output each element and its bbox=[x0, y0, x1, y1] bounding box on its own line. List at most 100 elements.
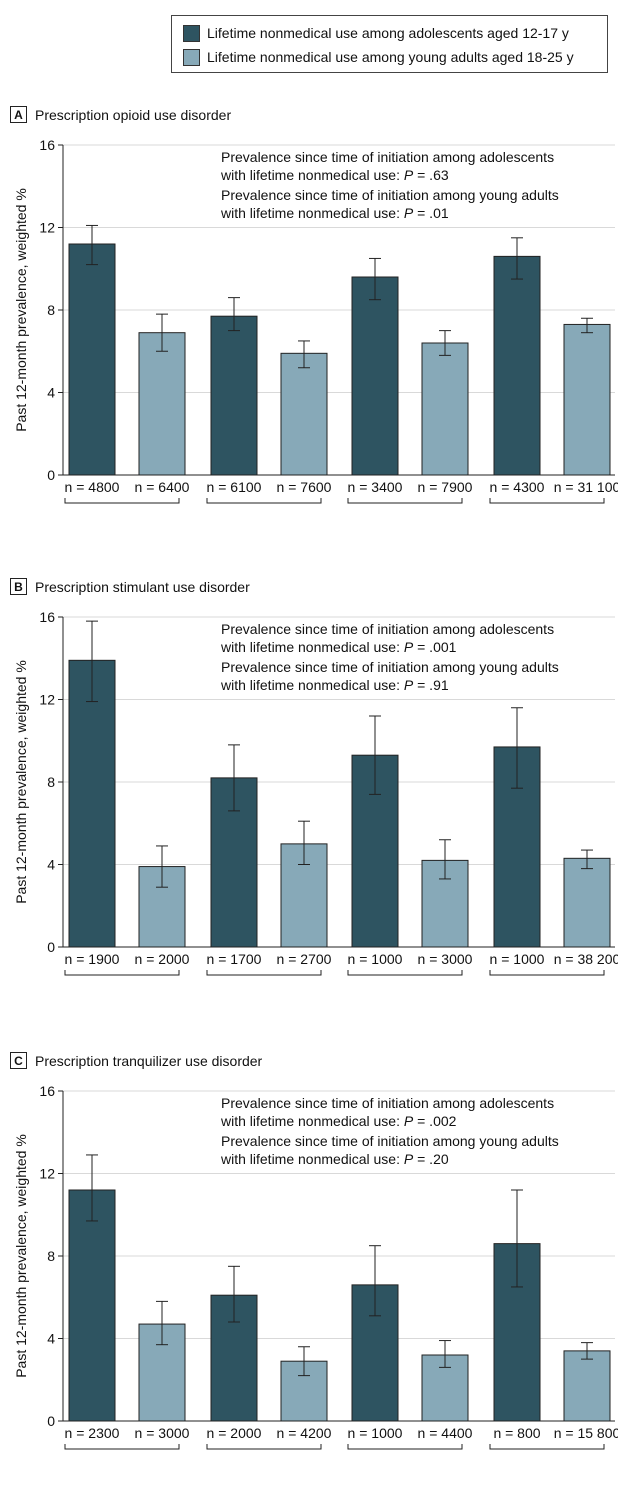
sample-size-label: n = 6400 bbox=[135, 479, 190, 495]
annotation-p-number: = .91 bbox=[413, 677, 449, 693]
group-label: ≤12 mo bbox=[99, 980, 146, 982]
sample-size-label: n = 4300 bbox=[490, 479, 545, 495]
group-label: ≤12 mo bbox=[99, 508, 146, 510]
group-bracket bbox=[206, 970, 322, 976]
annotation-p-value: with lifetime nonmedical use: P = .63 bbox=[220, 167, 449, 183]
chart-panel-b: 0 4 8 12 16 Past 12-month prevalence, weighte… bbox=[13, 609, 618, 982]
annotation-p-symbol: P bbox=[404, 205, 414, 221]
annotation-p-symbol: P bbox=[404, 639, 414, 655]
panel-a-title-text: Prescription opioid use disorder bbox=[35, 106, 232, 123]
legend-swatch-young-adults bbox=[183, 48, 200, 66]
y-axis-label: Past 12-month prevalence, weighted % bbox=[13, 188, 29, 432]
annotation-p-number: = .20 bbox=[413, 1151, 449, 1167]
bar bbox=[563, 1350, 611, 1422]
group-label: 12-24 mo bbox=[234, 508, 293, 510]
annotation-prefix: with lifetime nonmedical use: bbox=[220, 1113, 404, 1129]
legend-item-young-adults: Lifetime nonmedical use among young adul… bbox=[183, 47, 574, 67]
bar bbox=[68, 1189, 116, 1422]
y-tick-label: 12 bbox=[39, 1166, 55, 1182]
y-tick-label: 4 bbox=[47, 857, 55, 873]
bar bbox=[493, 255, 541, 476]
legend-label-adolescents: Lifetime nonmedical use among adolescent… bbox=[207, 25, 569, 41]
sample-size-label: n = 800 bbox=[493, 1425, 540, 1441]
group-bracket bbox=[64, 498, 180, 504]
group-bracket bbox=[206, 498, 322, 504]
bar bbox=[68, 243, 116, 476]
annotation-p-symbol: P bbox=[404, 167, 414, 183]
bar bbox=[351, 276, 399, 476]
chart-panel-c: 0 4 8 12 16 Past 12-month prevalence, weighte… bbox=[13, 1083, 618, 1456]
sample-size-label: n = 7900 bbox=[418, 479, 473, 495]
panel-a-letter: A bbox=[10, 106, 27, 123]
sample-size-label: n = 6100 bbox=[207, 479, 262, 495]
y-tick-label: 8 bbox=[47, 302, 55, 318]
annotation-p-number: = .001 bbox=[413, 639, 456, 655]
annotation-prefix: with lifetime nonmedical use: bbox=[220, 1151, 404, 1167]
sample-size-label: n = 3000 bbox=[418, 951, 473, 967]
group-bracket bbox=[347, 1444, 463, 1450]
chart-panel-a: 0 4 8 12 16 Past 12-month prevalence, weighte… bbox=[13, 137, 618, 510]
group-label: >36 mo bbox=[523, 980, 570, 982]
annotation-p-symbol: P bbox=[404, 677, 414, 693]
group-bracket bbox=[64, 970, 180, 976]
annotation-line: Prevalence since time of initiation amon… bbox=[221, 1095, 554, 1111]
legend-swatch-adolescents bbox=[183, 24, 200, 42]
annotation-p-value: with lifetime nonmedical use: P = .001 bbox=[220, 639, 457, 655]
bar bbox=[421, 342, 469, 476]
annotation-line: Prevalence since time of initiation amon… bbox=[221, 659, 559, 675]
bar bbox=[68, 659, 116, 948]
sample-size-label: n = 1000 bbox=[348, 1425, 403, 1441]
panel-b-title-text: Prescription stimulant use disorder bbox=[35, 578, 250, 595]
y-tick-label: 0 bbox=[47, 467, 55, 483]
sample-size-label: n = 2000 bbox=[207, 1425, 262, 1441]
annotation-line: Prevalence since time of initiation amon… bbox=[221, 1133, 559, 1149]
annotation-p-value: with lifetime nonmedical use: P = .91 bbox=[220, 677, 449, 693]
y-tick-label: 8 bbox=[47, 774, 55, 790]
annotation-line: Prevalence since time of initiation amon… bbox=[221, 149, 554, 165]
y-tick-label: 4 bbox=[47, 385, 55, 401]
sample-size-label: n = 15 800 bbox=[554, 1425, 618, 1441]
sample-size-label: n = 1900 bbox=[65, 951, 120, 967]
bar bbox=[138, 332, 186, 476]
group-bracket bbox=[489, 498, 605, 504]
sample-size-label: n = 3400 bbox=[348, 479, 403, 495]
legend-label-young-adults: Lifetime nonmedical use among young adul… bbox=[207, 49, 574, 65]
group-label: 24-36 mo bbox=[375, 508, 434, 510]
annotation-prefix: with lifetime nonmedical use: bbox=[220, 205, 404, 221]
sample-size-label: n = 1000 bbox=[490, 951, 545, 967]
group-label: 24-36 mo bbox=[375, 1454, 434, 1456]
bar bbox=[210, 315, 258, 476]
group-label: 12-24 mo bbox=[234, 1454, 293, 1456]
annotation-prefix: with lifetime nonmedical use: bbox=[220, 639, 404, 655]
annotation-p-value: with lifetime nonmedical use: P = .20 bbox=[220, 1151, 449, 1167]
sample-size-label: n = 3000 bbox=[135, 1425, 190, 1441]
panel-b-title: B Prescription stimulant use disorder bbox=[10, 578, 250, 595]
annotation-p-number: = .002 bbox=[413, 1113, 456, 1129]
sample-size-label: n = 1000 bbox=[348, 951, 403, 967]
group-label: 12-24 mo bbox=[234, 980, 293, 982]
y-tick-label: 0 bbox=[47, 939, 55, 955]
annotation-line: Prevalence since time of initiation amon… bbox=[221, 187, 559, 203]
group-bracket bbox=[206, 1444, 322, 1450]
y-tick-label: 12 bbox=[39, 692, 55, 708]
panel-a-title: A Prescription opioid use disorder bbox=[10, 106, 231, 123]
group-label: >36 mo bbox=[523, 508, 570, 510]
annotation-line: Prevalence since time of initiation amon… bbox=[221, 621, 554, 637]
y-axis-label: Past 12-month prevalence, weighted % bbox=[13, 1134, 29, 1378]
panel-c-letter: C bbox=[10, 1052, 27, 1069]
y-tick-label: 8 bbox=[47, 1248, 55, 1264]
annotation-p-value: with lifetime nonmedical use: P = .002 bbox=[220, 1113, 457, 1129]
y-tick-label: 12 bbox=[39, 220, 55, 236]
sample-size-label: n = 4200 bbox=[277, 1425, 332, 1441]
panel-c-title-text: Prescription tranquilizer use disorder bbox=[35, 1052, 263, 1069]
annotation-prefix: with lifetime nonmedical use: bbox=[220, 677, 404, 693]
y-tick-label: 16 bbox=[39, 1083, 55, 1099]
sample-size-label: n = 1700 bbox=[207, 951, 262, 967]
annotation-p-symbol: P bbox=[404, 1151, 414, 1167]
legend: Lifetime nonmedical use among adolescent… bbox=[171, 15, 608, 73]
panel-b-letter: B bbox=[10, 578, 27, 595]
y-tick-label: 0 bbox=[47, 1413, 55, 1429]
group-bracket bbox=[64, 1444, 180, 1450]
legend-item-adolescents: Lifetime nonmedical use among adolescent… bbox=[183, 23, 569, 43]
annotation-p-value: with lifetime nonmedical use: P = .01 bbox=[220, 205, 449, 221]
